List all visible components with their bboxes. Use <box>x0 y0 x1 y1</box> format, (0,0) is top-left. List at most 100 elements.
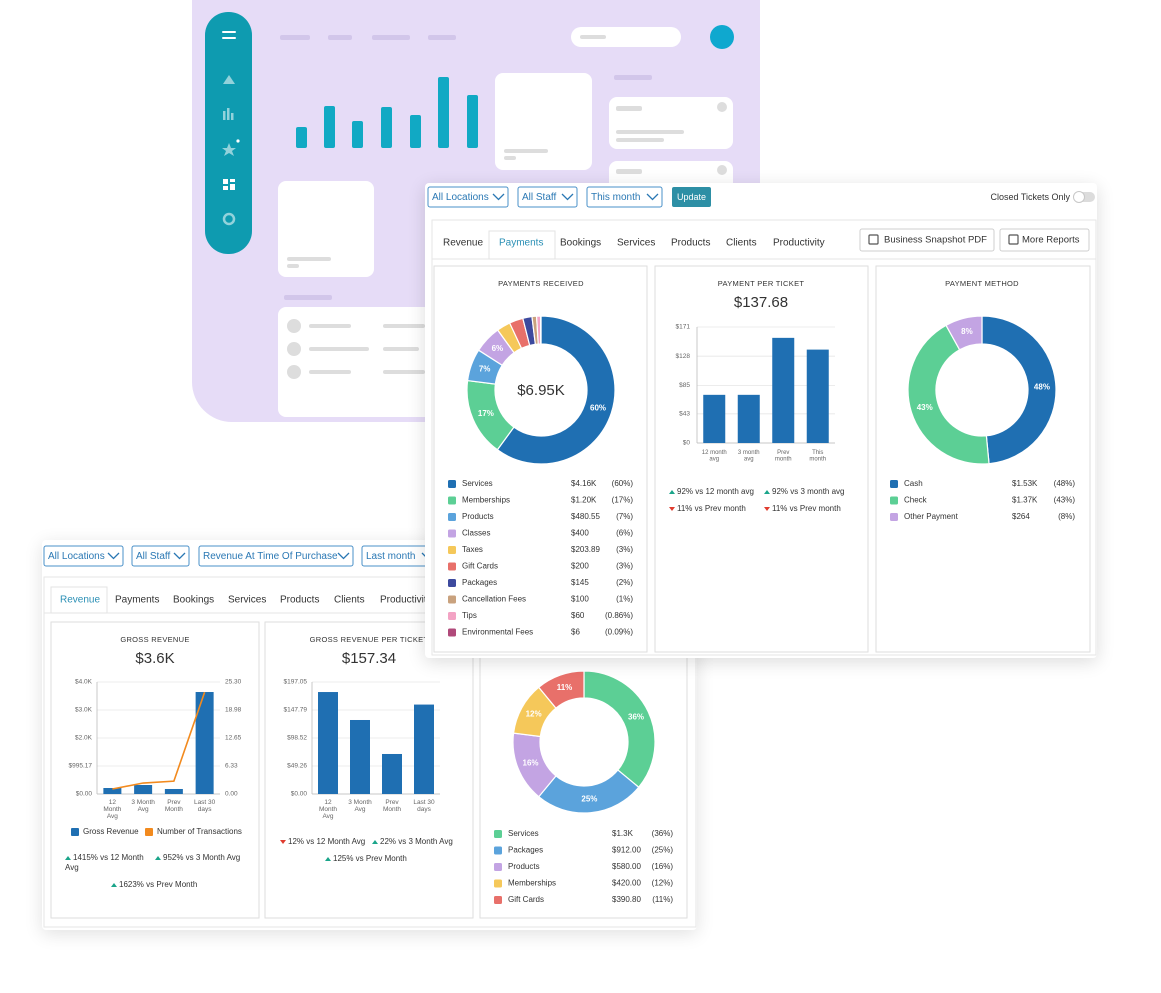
legend-amount: $1.3K <box>612 829 634 838</box>
legend-swatch <box>890 513 898 521</box>
legend-percent: (0.09%) <box>605 628 633 637</box>
slice-label: 36% <box>628 713 644 722</box>
filter-dropdown[interactable] <box>198 545 354 567</box>
legend-amount: $1.20K <box>571 496 597 505</box>
tab[interactable]: Bookings <box>560 238 601 249</box>
card <box>654 265 869 653</box>
legend-amount: $145 <box>571 578 589 587</box>
comparison-text: 92% vs 3 month avg <box>772 487 844 496</box>
x-tick-label: Prev Month <box>165 799 183 813</box>
legend-label: Classes <box>462 529 490 538</box>
filter-dropdown[interactable] <box>131 545 190 567</box>
filter-label: All Locations <box>432 192 489 203</box>
legend-percent: (16%) <box>652 862 674 871</box>
legend-swatch <box>494 846 502 855</box>
slice-label: 25% <box>581 794 597 803</box>
legend-swatch <box>448 496 456 505</box>
y-tick-label: $98.52 <box>287 735 307 742</box>
legend-swatch <box>448 562 456 571</box>
active-tab-background <box>50 586 108 614</box>
x-tick-label: 3 month avg <box>738 450 760 463</box>
filter-chevron <box>646 193 659 201</box>
tab[interactable]: Revenue <box>443 238 483 249</box>
filter-dropdown[interactable] <box>517 186 578 208</box>
filter-label: Last month <box>366 551 415 562</box>
comparison-text: 11% vs Prev month <box>772 504 841 513</box>
filter-label: Revenue At Time Of Purchase <box>203 551 338 562</box>
filter-dropdown[interactable] <box>43 545 124 567</box>
bar <box>318 692 338 794</box>
tab[interactable]: Services <box>228 595 266 606</box>
mockup-avatar <box>710 25 734 49</box>
tab[interactable]: Clients <box>726 238 757 249</box>
legend-percent: (8%) <box>1058 512 1075 521</box>
filter-label: This month <box>591 192 640 203</box>
donut-slice <box>537 670 585 709</box>
mockup-placeholders <box>280 35 652 300</box>
slice-label: 7% <box>479 365 491 374</box>
tab[interactable]: Bookings <box>173 595 214 606</box>
card-title: PAYMENT METHOD <box>945 279 1019 288</box>
tab[interactable]: Payments <box>115 595 159 606</box>
comparison-text: 952% vs 3 Month Avg <box>163 853 240 862</box>
up-arrow <box>65 856 71 860</box>
x-tick-label: Prev Month <box>383 799 401 813</box>
filter-chevron <box>107 552 120 560</box>
legend-percent: (3%) <box>616 545 633 554</box>
legend-label: Products <box>508 862 540 871</box>
payments-panel: All Locations All Staff This month Update Cl… <box>425 183 1097 658</box>
filter-label: All Staff <box>136 551 170 562</box>
tab[interactable]: Products <box>280 595 319 606</box>
y-tick-label: $0.00 <box>76 791 93 798</box>
legend-label: Gross Revenue <box>83 827 139 836</box>
line-series <box>112 691 206 790</box>
tab[interactable]: Productivity <box>773 238 825 249</box>
filter-dropdown[interactable] <box>427 186 509 208</box>
legend-percent: (2%) <box>616 578 633 587</box>
comparison-text: 22% vs 3 Month Avg <box>380 837 453 846</box>
down-arrow <box>280 840 286 844</box>
update-button[interactable] <box>672 187 711 207</box>
legend-label: Gift Cards <box>462 562 498 571</box>
report-button[interactable] <box>859 228 995 252</box>
y-tick-label: 0.00 <box>225 791 238 798</box>
panel-frame <box>43 576 697 928</box>
tab[interactable]: Payments <box>499 238 543 249</box>
legend-label: Memberships <box>462 496 510 505</box>
tab[interactable]: Revenue <box>60 595 100 606</box>
up-arrow <box>111 883 117 887</box>
filter-dropdown[interactable] <box>586 186 663 208</box>
filter-label: All Locations <box>48 551 105 562</box>
up-arrow <box>764 490 770 494</box>
legend-swatch <box>494 879 502 888</box>
legend-percent: (60%) <box>612 479 634 488</box>
legend-amount: $480.55 <box>571 512 600 521</box>
comparison-text: 1415% vs 12 Month Avg <box>65 853 144 872</box>
report-button[interactable] <box>999 228 1090 252</box>
down-arrow <box>669 507 675 511</box>
tab[interactable]: Services <box>617 238 655 249</box>
x-tick-label: 12 month avg <box>702 450 727 463</box>
legend-amount: $4.16K <box>571 479 597 488</box>
y-tick-label: $147.79 <box>284 707 308 714</box>
tab[interactable]: Products <box>671 238 710 249</box>
legend-amount: $264 <box>1012 512 1030 521</box>
up-arrow <box>669 490 675 494</box>
donut-slice <box>907 324 990 465</box>
legend-label: Memberships <box>508 879 556 888</box>
y-tick-label: 6.33 <box>225 763 238 770</box>
tab[interactable]: Clients <box>334 595 365 606</box>
legend-percent: (3%) <box>616 562 633 571</box>
legend-amount: $1.37K <box>1012 496 1038 505</box>
legend-swatch <box>448 480 456 488</box>
legend-amount: $60 <box>571 611 585 620</box>
y-tick-label: $43 <box>679 411 690 418</box>
x-tick-label: Last 30 days <box>194 799 216 813</box>
card-title: PAYMENTS RECEIVED <box>498 279 584 288</box>
comparison-text: 125% vs Prev Month <box>333 854 407 863</box>
legend-swatch <box>145 828 153 836</box>
legend-swatch <box>890 496 898 505</box>
tab[interactable]: Productivity <box>380 595 432 606</box>
bar <box>414 704 434 794</box>
